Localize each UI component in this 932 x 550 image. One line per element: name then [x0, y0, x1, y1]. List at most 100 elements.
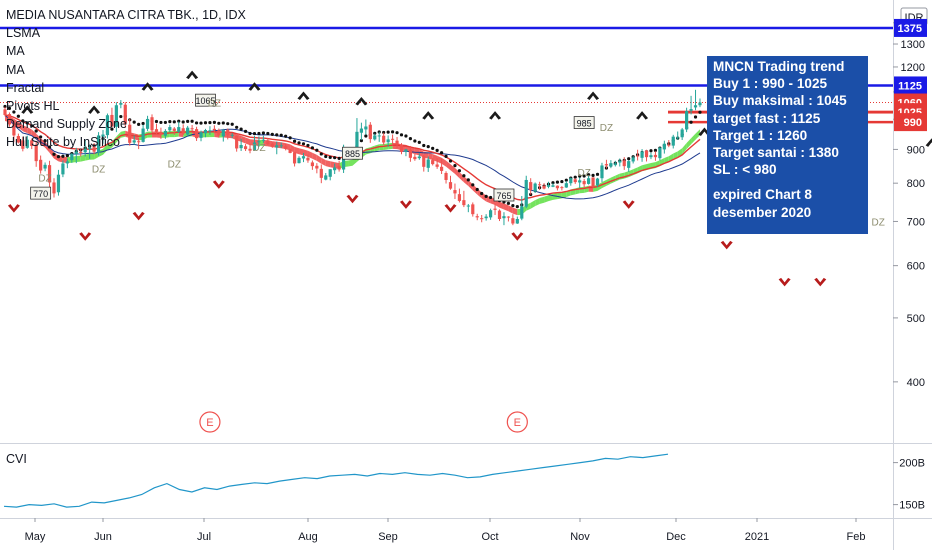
candle-body — [448, 182, 453, 189]
hull-ribbon-segment — [245, 137, 251, 146]
hull-ribbon-segment — [561, 191, 567, 199]
candle-body — [101, 134, 105, 137]
candle-body — [243, 146, 248, 150]
candle-body — [497, 210, 502, 220]
zone-label: DZ — [38, 173, 51, 184]
candle-body — [600, 165, 604, 179]
fractal-down-marker — [212, 180, 225, 189]
fractal-up-marker — [489, 111, 502, 120]
candle-body — [698, 102, 702, 106]
lsma-dot — [319, 152, 323, 156]
candle-body — [221, 130, 225, 137]
lsma-dot — [306, 143, 310, 148]
candle-body — [145, 118, 150, 129]
hull-ribbon-segment — [682, 143, 687, 155]
legend-indicator[interactable]: Pivots HL — [6, 99, 60, 114]
lsma-dot — [315, 148, 319, 152]
fractal-down-marker — [346, 194, 359, 204]
lsma-dot — [56, 154, 61, 159]
candle-body — [689, 109, 693, 111]
candle-body — [92, 147, 96, 152]
candle-body — [520, 206, 524, 219]
candle-body — [257, 141, 261, 143]
lsma-dot — [333, 156, 337, 160]
candle-body — [359, 128, 363, 133]
legend-indicator[interactable]: Demand Supply Zone — [6, 117, 127, 132]
lsma-dot — [488, 195, 493, 200]
candle-body — [163, 130, 167, 136]
candle-body — [114, 105, 118, 127]
legend-indicator[interactable]: Fractal — [6, 80, 45, 95]
hull-ribbon-segment — [85, 153, 90, 161]
fractal-up-marker — [186, 70, 199, 80]
candle-body — [555, 185, 560, 189]
candle-body — [30, 140, 34, 146]
time-tick-label: May — [25, 531, 46, 543]
hull-ribbon-segment — [80, 154, 86, 162]
hull-ribbon-segment — [437, 155, 442, 164]
hull-ribbon-segment — [446, 160, 451, 171]
hull-ribbon-segment — [686, 138, 692, 150]
candle-body — [239, 144, 243, 149]
candle-body — [408, 150, 413, 158]
legend-title: MEDIA NUSANTARA CITRA TBK., 1D, IDX — [6, 8, 246, 22]
lsma-dot — [239, 127, 243, 131]
price-tick-label: 400 — [907, 377, 925, 389]
hull-ribbon-segment — [530, 200, 536, 209]
legend-indicator[interactable]: LSMA — [6, 26, 41, 41]
hull-ribbon-segment — [348, 159, 353, 167]
candle-body — [524, 179, 528, 207]
lsma-dot — [159, 120, 163, 125]
lsma-dot — [689, 120, 693, 124]
candle-body — [56, 174, 61, 193]
candle-body — [502, 216, 506, 219]
fractal-up-marker — [636, 111, 649, 120]
pivot-label-text: 985 — [577, 119, 592, 129]
hull-ribbon-segment — [441, 157, 447, 167]
legend-indicator[interactable]: MA — [6, 44, 25, 59]
legend-indicator[interactable]: Hull Suite by InSilico — [6, 135, 120, 150]
cvi-line — [3, 453, 669, 508]
candle-body — [301, 156, 306, 159]
candle-body — [653, 154, 658, 158]
lsma-dot — [297, 141, 301, 145]
legend-indicator[interactable]: MA — [6, 62, 25, 77]
time-tick-label: Oct — [481, 531, 498, 543]
price-tick-label: 800 — [907, 178, 925, 190]
hull-ribbon-segment — [325, 160, 331, 168]
zone-label: DZ — [92, 165, 105, 176]
hull-ribbon-segment — [584, 185, 589, 193]
candle-body — [21, 140, 25, 149]
lsma-dot — [141, 121, 145, 126]
candle-body — [39, 159, 43, 171]
candle-body — [644, 150, 649, 158]
hull-ribbon-segment — [454, 167, 460, 179]
hull-ribbon-segment — [18, 121, 23, 132]
lsma-dots — [3, 104, 702, 209]
lsma-dot — [698, 110, 702, 114]
lsma-dot — [65, 154, 69, 158]
lsma-dot — [301, 142, 306, 146]
cvi-tick-label: 150B — [899, 500, 925, 512]
candle-body — [462, 200, 466, 206]
candle-body — [324, 175, 328, 180]
zone-label: DZ — [168, 159, 181, 170]
candle-body — [181, 128, 185, 134]
earnings-letter: E — [206, 417, 213, 429]
hull-ribbon-segment — [134, 133, 139, 141]
lsma-dot — [199, 121, 203, 125]
hull-ribbon-segment — [544, 195, 549, 203]
lsma-dot — [471, 183, 475, 187]
lsma-dot — [284, 134, 288, 138]
candle-body — [212, 128, 216, 131]
lsma-dot — [110, 127, 114, 131]
candle-body — [226, 129, 230, 136]
candle-body — [587, 178, 591, 184]
candle-body — [132, 140, 136, 143]
hull-ribbon-segment — [459, 172, 464, 183]
pivot-label-box — [493, 188, 515, 202]
candle-body — [12, 123, 16, 136]
cvi-pane-label[interactable]: CVI — [6, 452, 27, 466]
hull-ribbon-segment — [76, 155, 81, 163]
hull-ribbon-segment — [450, 164, 455, 174]
